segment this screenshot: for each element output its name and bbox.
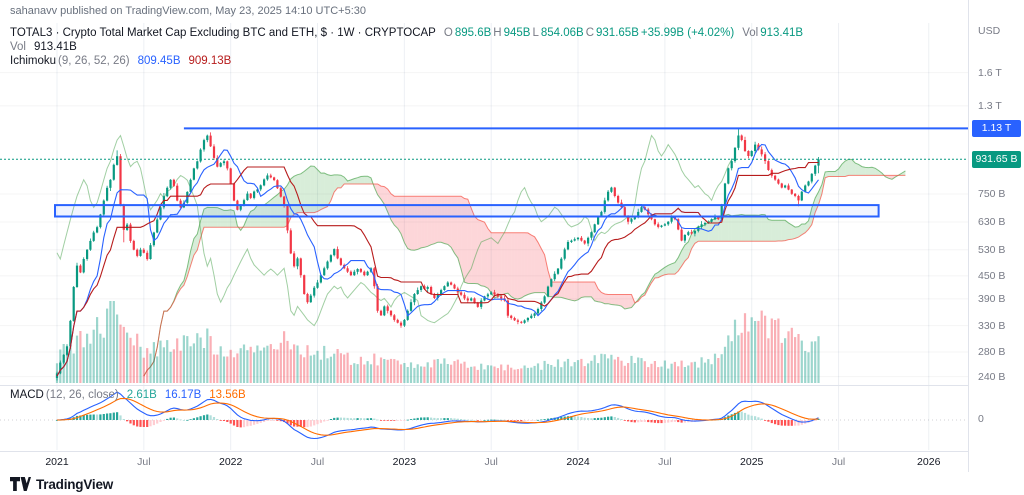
time-axis[interactable]: 2021 Jul 2022 Jul 2023 Jul 2024 Jul 2025 Jul 2026	[0, 452, 968, 472]
low-value: 854.06B	[540, 27, 584, 39]
time-tick-label: 2025	[740, 456, 764, 468]
time-tick-label: Jul	[658, 456, 672, 468]
ichimoku-label: Ichimoku	[10, 55, 57, 67]
macd-line-value: 16.17B	[164, 389, 202, 401]
ichimoku-legend-row: Ichimoku (9, 26, 52, 26) 809.45B 909.13B	[10, 54, 803, 68]
close-label: C	[585, 27, 595, 39]
macd-zero-label: 0	[978, 413, 984, 425]
last-price-badge: 931.65 B	[972, 150, 1021, 168]
publication-text: sahanavv published on TradingView.com, M…	[10, 5, 366, 17]
price-tick-label: 1.6 T	[978, 66, 1002, 79]
macd-hist-value: 2.61B	[126, 389, 157, 401]
high-label: H	[493, 27, 502, 39]
time-tick-label: Jul	[831, 456, 846, 468]
ichimoku-params: (9, 26, 52, 26)	[58, 55, 130, 67]
time-tick-label: 2024	[566, 456, 590, 468]
price-tick-label: 630 B	[978, 216, 1006, 228]
time-tick-label: Jul	[310, 456, 325, 468]
price-tick-label: 450 B	[978, 269, 1006, 282]
drawing-price-badge: 1.13 T	[972, 119, 1021, 137]
ichimoku-tenkan-value: 809.45B	[137, 55, 181, 67]
tradingview-watermark[interactable]: TradingView	[10, 477, 113, 492]
macd-label: MACD	[10, 389, 44, 401]
price-chart-canvas[interactable]	[0, 0, 968, 472]
legend-vol-label: Vol	[742, 27, 759, 39]
legend-vol-value: 913.41B	[760, 27, 804, 39]
macd-params: (12, 26, close)	[45, 389, 119, 401]
candles	[55, 128, 820, 381]
currency-label: USD	[978, 25, 1001, 37]
open-label: O	[443, 27, 453, 39]
price-tick-label: 390 B	[978, 292, 1006, 305]
volume-bars	[55, 301, 820, 383]
publication-bar: sahanavv published on TradingView.com, M…	[0, 0, 1024, 22]
ichimoku-kijun-value: 909.13B	[188, 55, 232, 67]
price-tick-label: 330 B	[978, 319, 1006, 332]
watermark-text: TradingView	[36, 477, 114, 492]
price-tick-label: 530 B	[978, 243, 1006, 256]
price-tick-label: 240 B	[978, 370, 1006, 383]
open-value: 895.6B	[454, 27, 492, 39]
time-tick-label: Jul	[484, 456, 498, 468]
low-label: L	[532, 27, 539, 39]
time-tick-label: 2023	[392, 456, 417, 468]
time-tick-label: 2021	[45, 456, 69, 468]
symbol-legend-row: TOTAL3 · Crypto Total Market Cap Excludi…	[10, 26, 803, 40]
time-tick-label: 2026	[917, 456, 941, 468]
volume-legend-row: Vol 913.41B	[10, 40, 803, 54]
macd-signal-value: 13.56B	[209, 389, 246, 401]
rectangle-drawing[interactable]	[54, 204, 880, 218]
ichimoku-lines	[56, 143, 819, 377]
price-tick-label: 1.3 T	[978, 99, 1002, 112]
tradingview-logo-icon	[10, 477, 31, 491]
price-axis[interactable]: USD 1.13 T 931.65 B 0 1.6 T 1.3 T 750 B 630…	[968, 0, 1024, 472]
time-tick-label: Jul	[137, 456, 151, 468]
high-value: 945B	[503, 27, 531, 39]
chart-legend: TOTAL3 · Crypto Total Market Cap Excludi…	[10, 26, 803, 68]
ichimoku-cloud	[56, 134, 906, 377]
price-tick-label: 750 B	[978, 188, 1006, 201]
change-value: +35.99B (+4.02%)	[640, 27, 735, 39]
volume-value: 913.41B	[34, 41, 77, 53]
time-tick-label: 2022	[218, 456, 243, 468]
symbol-title: TOTAL3 · Crypto Total Market Cap Excludi…	[10, 27, 436, 39]
price-tick-label: 280 B	[978, 345, 1006, 358]
volume-label: Vol	[10, 41, 26, 53]
macd-pane	[0, 391, 968, 440]
macd-legend: MACD (12, 26, close) 2.61B 16.17B 13.56B	[10, 388, 246, 402]
close-value: 931.65B	[596, 27, 639, 39]
